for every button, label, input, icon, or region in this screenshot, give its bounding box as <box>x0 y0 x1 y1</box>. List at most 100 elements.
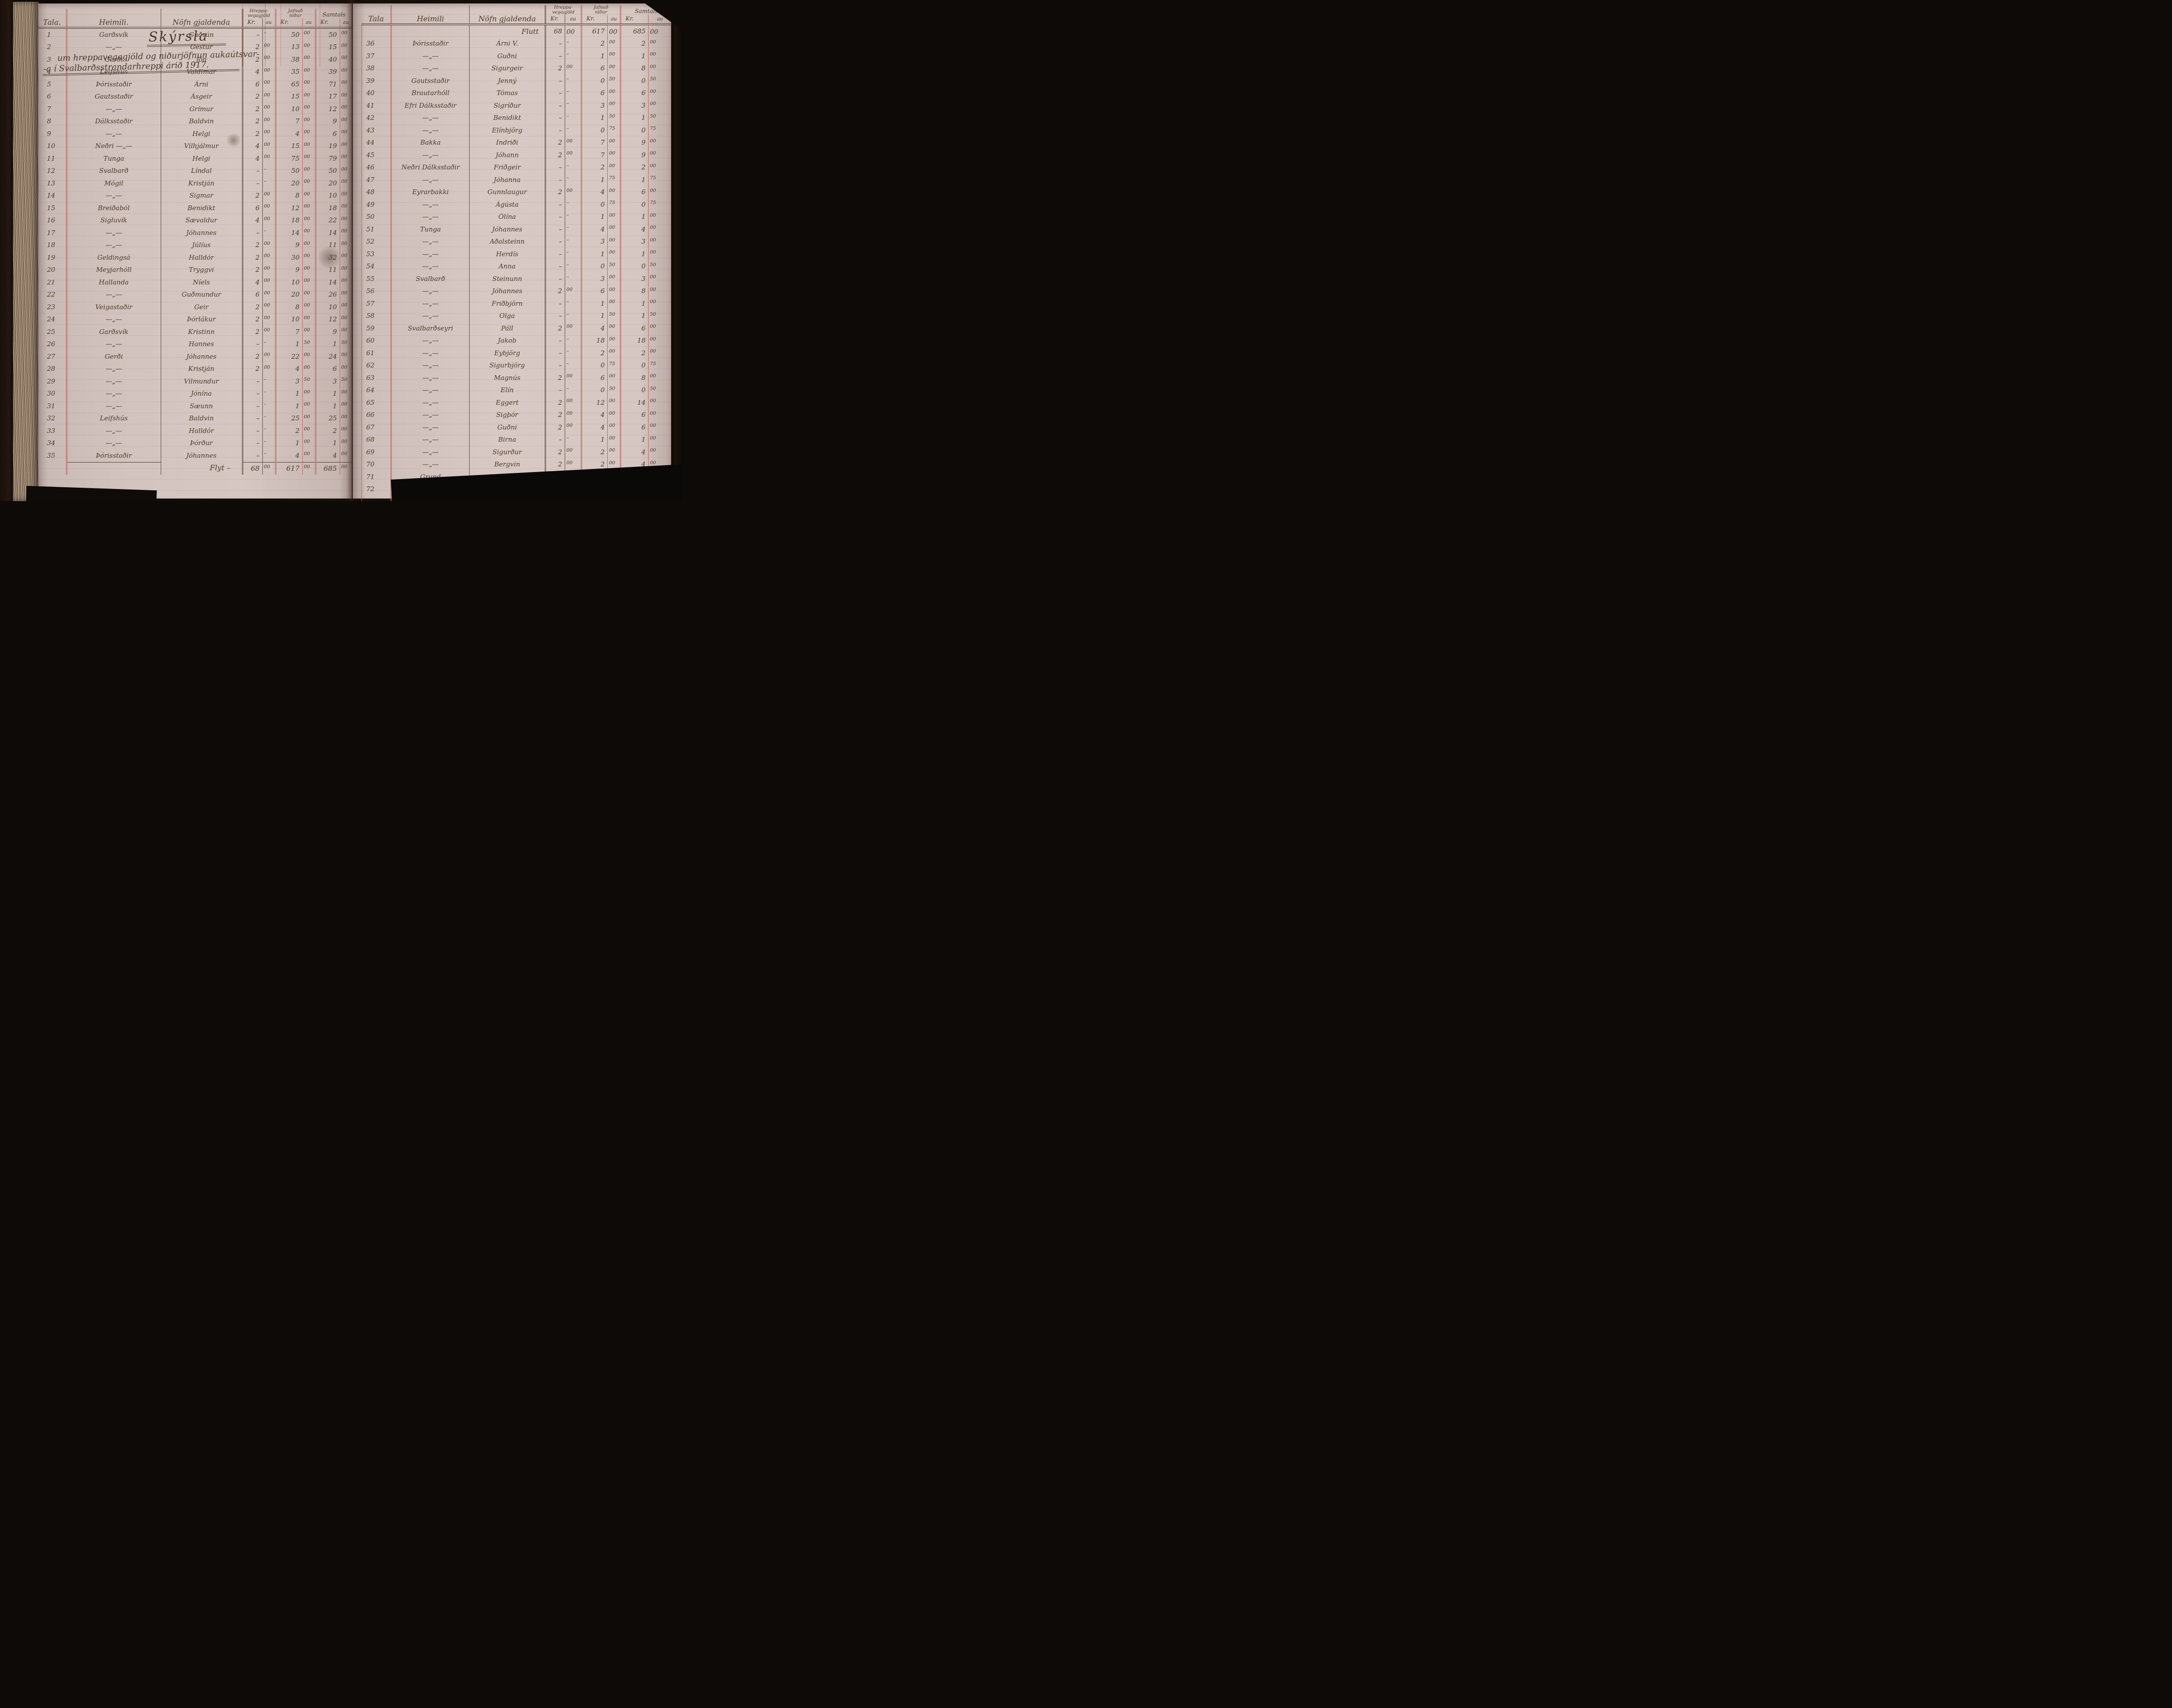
cell-nafn: Magnús <box>469 372 546 384</box>
cell-heimili: —„— <box>391 347 470 360</box>
cell-veg-kr: – <box>242 375 263 388</box>
cell-jafnad-au: 00 <box>302 326 316 338</box>
cell-veg-kr: 2 <box>545 149 565 162</box>
ledger-row: 32 Leifshús Baldvin – –25 00 25 00 <box>38 412 352 425</box>
cell-samtals-au: 00 <box>650 348 656 354</box>
column-header-heimili: Heimili. <box>66 9 161 29</box>
cell-heimili: —„— <box>66 375 161 388</box>
cell-samtals-kr: 0 <box>620 384 649 396</box>
cell-jafnad-au: 00 <box>607 334 622 347</box>
ledger-row: 15 Breiðaból Benidikt 6 00 12 00 18 00 <box>38 202 352 215</box>
cell-jafnad-au: 00 <box>607 273 622 285</box>
cell-jafnad-kr: 1 <box>581 112 608 124</box>
cell-nafn: Jakob <box>469 334 546 347</box>
cell-tala: 8 <box>38 115 67 128</box>
cell-nafn: Baldvin <box>161 412 243 425</box>
cell-veg-au: – <box>262 449 276 462</box>
cell-heimili: —„— <box>391 285 470 297</box>
cell-samtals-au: 00 <box>341 240 348 246</box>
cell-tala: 29 <box>38 375 67 388</box>
cell-samtals-kr: 25 <box>315 412 340 425</box>
cell-samtals-kr: 12 <box>315 103 340 116</box>
cell-veg-au: – <box>565 347 583 360</box>
ledger-row: 52 —„— Aðalsteinn – –3 00 3 00 <box>361 235 672 248</box>
cell-nafn: Ólína <box>469 211 546 223</box>
ledger-row: 36 Þórisstaðir Árni V. – –2 00 2 00 <box>361 37 672 50</box>
cell-veg-au: 00 <box>262 41 276 53</box>
cell-samtals-kr: 9 <box>315 326 340 338</box>
cell-samtals-au: 75 <box>650 126 656 131</box>
cell-jafnad-kr: 0 <box>581 359 608 372</box>
cell-veg-au: 00 <box>262 326 276 338</box>
cell-veg-au: 00 <box>565 458 583 471</box>
cell-samtals-kr: 22 <box>315 214 340 227</box>
ledger-row: 62 —„— Sigurbjörg – –0 75 0 75 <box>361 359 672 372</box>
cell-samtals-kr: 10 <box>315 189 340 202</box>
cell-veg-au: – <box>565 161 583 174</box>
cell-tala: 69 <box>361 446 392 459</box>
cell-samtals-kr: 9 <box>620 136 649 149</box>
cell-samtals-au: 00 <box>341 79 348 85</box>
cell-heimili: Mógil <box>66 177 161 190</box>
cell-veg-au: 00 <box>565 62 583 75</box>
cell-veg-kr: – <box>242 387 263 400</box>
ledger-row: 14 —„— Sigmar 2 00 8 00 10 00 <box>38 189 352 202</box>
cell-jafnad-au: 00 <box>302 103 316 116</box>
cell-veg-kr: – <box>242 165 263 177</box>
cell-nafn: Friðbjörn <box>469 297 546 310</box>
cell-samtals-au: 00 <box>341 253 348 258</box>
cell-nafn: Gunnlaugur <box>469 186 546 198</box>
cell-nafn: Halldór <box>161 425 243 437</box>
ledger-row: 29 —„— Vilmundur – –3 50 3 50 <box>38 375 352 388</box>
cell-nafn: Baldvin <box>161 115 243 128</box>
ledger-row: 22 —„— Guðmundur 6 00 20 00 26 00 <box>38 288 352 301</box>
cell-veg-au: – <box>565 124 583 137</box>
cell-jafnad-au: 00 <box>302 115 316 128</box>
cell-jafnad-kr: 10 <box>275 103 303 116</box>
cell-heimili: —„— <box>391 297 470 310</box>
cell-veg-kr: 2 <box>545 186 565 198</box>
cell-tala: 28 <box>38 363 67 375</box>
ledger-row: 17 —„— Jóhannes – –14 00 14 00 <box>38 227 352 239</box>
cell-samtals-kr: 10 <box>315 301 340 314</box>
cell-nafn: Kristján <box>161 177 243 190</box>
cell-heimili: Þórisstaðir <box>66 78 161 91</box>
cell-samtals-au: 00 <box>650 225 656 230</box>
cell-veg-kr: 2 <box>545 458 565 471</box>
cell-samtals-au: 50 <box>650 385 656 391</box>
cell-veg-kr: – <box>242 338 263 350</box>
cell-veg-kr: 2 <box>242 103 263 116</box>
cell-tala: 5 <box>38 78 67 91</box>
cell-veg-au: – <box>565 260 583 273</box>
flyt-samtals-au: 00 <box>340 462 352 475</box>
cell-samtals-kr: 14 <box>315 227 340 239</box>
cell-samtals-kr: 32 <box>315 251 340 264</box>
cell-tala: 9 <box>38 128 67 140</box>
subheader-au: au <box>340 18 352 29</box>
cell-veg-au: 00 <box>262 288 276 301</box>
cell-nafn: Jóhannes <box>469 285 546 297</box>
cell-nafn: Sigþór <box>469 409 546 421</box>
cell-samtals-au: 00 <box>341 55 348 60</box>
cell-nafn: Eybjörg <box>469 347 546 360</box>
cell-heimili: —„— <box>66 128 161 140</box>
cell-jafnad-au: 00 <box>607 211 622 223</box>
column-header-jafnad: Jafnað niður <box>581 5 622 15</box>
flutt-jafnad-kr: 617 <box>581 24 608 38</box>
cell-samtals-kr: 15 <box>315 41 340 53</box>
ledger-row: 42 —„— Benidikt – –1 50 1 50 <box>361 112 672 124</box>
cell-jafnad-au: 00 <box>607 433 622 446</box>
cell-samtals-kr: 79 <box>315 152 340 165</box>
cell-heimili: Gerði <box>66 350 161 363</box>
cell-tala: 57 <box>361 297 392 310</box>
ledger-row: 48 Eyrarbakki Gunnlaugur 2 00 4 00 6 00 <box>361 186 672 198</box>
cell-veg-kr: – <box>242 400 263 413</box>
cell-samtals-au: 50 <box>341 339 348 345</box>
cell-veg-au: 00 <box>565 285 583 297</box>
cell-nafn: Aðalsteinn <box>469 235 546 248</box>
cell-tala: 67 <box>361 421 392 434</box>
cell-veg-au: 00 <box>262 140 276 152</box>
cell-jafnad-kr: 6 <box>581 285 608 297</box>
ledger-row: 49 —„— Ágústa – –0 75 0 75 <box>361 198 672 211</box>
cell-tala: 32 <box>38 412 67 425</box>
